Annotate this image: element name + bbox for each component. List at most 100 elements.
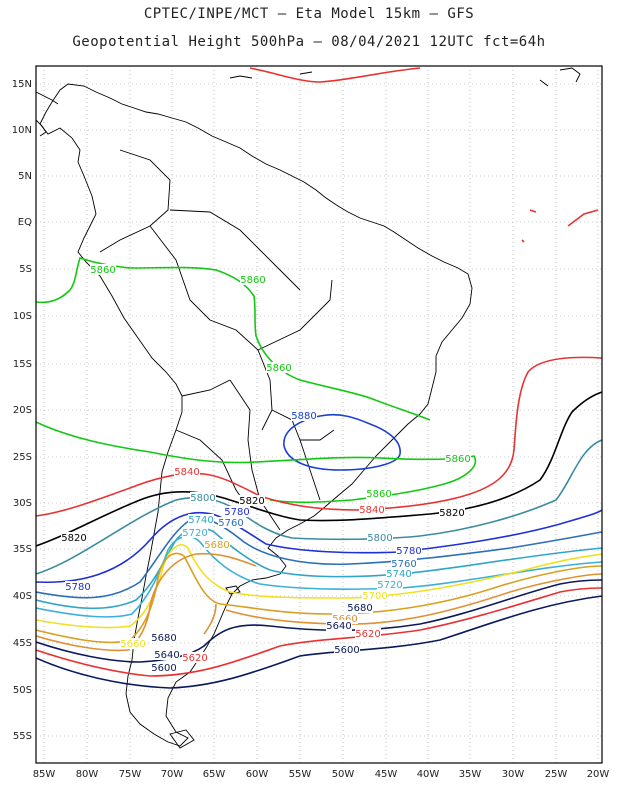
- contour-label-bg: [366, 488, 392, 499]
- contour-5820: [36, 391, 602, 547]
- lon-tick-label: 85W: [33, 769, 56, 780]
- contour-label-bg: [391, 558, 417, 569]
- contour-5800: [36, 439, 602, 575]
- contour-5840-north-edge: [249, 67, 421, 83]
- contour-label-bg: [224, 506, 250, 517]
- contour-label: 5860: [240, 275, 265, 286]
- contour-label: 5820: [61, 533, 86, 544]
- contour-label: 5720: [182, 528, 207, 539]
- contour-label: 5660: [120, 639, 145, 650]
- contour-label-bg: [182, 652, 208, 663]
- lat-tick-label: 55S: [13, 731, 32, 742]
- contour-label: 5760: [391, 559, 416, 570]
- contour-labels: 5860 5860 5860 5860 5860 5880 5840 5840 5820 5820…: [61, 264, 471, 674]
- contour-label: 5880: [291, 411, 316, 422]
- lon-tick-label: 45W: [375, 769, 398, 780]
- lat-tick-label: 30S: [13, 498, 32, 509]
- contour-label: 5780: [65, 582, 90, 593]
- contour-label-bg: [90, 264, 116, 275]
- contour-label: 5620: [182, 653, 207, 664]
- contour-5680: [36, 552, 602, 644]
- contour-label-bg: [174, 466, 200, 477]
- contour-label: 5800: [190, 493, 215, 504]
- axis-labels: 15N 10N 5N EQ 5S 10S 15S 20S 25S 30S 35S 40S 45S 50S 5…: [12, 79, 610, 780]
- contour-label-bg: [359, 504, 385, 515]
- contour-label-bg: [445, 453, 471, 464]
- contour-label: 5600: [334, 645, 359, 656]
- contour-label: 5800: [367, 533, 392, 544]
- lon-tick-label: 65W: [203, 769, 226, 780]
- contour-5760: [36, 517, 602, 599]
- contour-label: 5680: [151, 633, 176, 644]
- contour-label-bg: [377, 579, 403, 590]
- contour-label: 5680: [347, 603, 372, 614]
- contour-label-bg: [367, 532, 393, 543]
- contour-5620: [36, 587, 602, 677]
- contour-label: 5640: [326, 621, 351, 632]
- contour-label-bg: [332, 613, 358, 624]
- contour-label-bg: [386, 568, 412, 579]
- lon-tick-label: 30W: [502, 769, 525, 780]
- lat-tick-label: 35S: [13, 544, 32, 555]
- central-america-coast: [36, 91, 59, 137]
- contour-label-bg: [362, 590, 388, 601]
- contour-label-bg: [355, 628, 381, 639]
- lat-tick-label: 20S: [13, 405, 32, 416]
- height-contours: [36, 67, 602, 689]
- contour-label-bg: [396, 545, 422, 556]
- contour-5600: [36, 595, 602, 689]
- contour-5780: [36, 509, 602, 584]
- contour-label: 5740: [386, 569, 411, 580]
- contour-5860-north: [36, 256, 431, 421]
- contour-5880: [283, 413, 401, 471]
- contour-label: 5760: [218, 518, 243, 529]
- chart-title-line-1: CPTEC/INPE/MCT – Eta Model 15km – GFS: [143, 6, 475, 22]
- contour-label-bg: [326, 620, 352, 631]
- contour-5660: [36, 552, 602, 652]
- contour-label: 5620: [355, 629, 380, 640]
- lon-tick-label: 80W: [76, 769, 99, 780]
- contour-label: 5600: [151, 663, 176, 674]
- contour-label: 5640: [154, 650, 179, 661]
- contour-5860-south: [36, 421, 477, 504]
- contour-label-bg: [151, 632, 177, 643]
- contour-label-bg: [154, 649, 180, 660]
- lat-tick-label: 15N: [12, 79, 32, 90]
- contour-label: 5820: [239, 496, 264, 507]
- lat-tick-label: 15S: [13, 359, 32, 370]
- contour-label-bg: [439, 507, 465, 518]
- contour-label-bg: [266, 362, 292, 373]
- south-america-coastline: [39, 83, 473, 747]
- contour-label: 5840: [174, 467, 199, 478]
- contour-label-bg: [240, 274, 266, 285]
- contour-label: 5780: [224, 507, 249, 518]
- chart-title-line-2: Geopotential Height 500hPa – 08/04/2021 …: [72, 34, 546, 50]
- lat-tick-label: 25S: [13, 452, 32, 463]
- contour-label-bg: [120, 638, 146, 649]
- lon-tick-label: 50W: [332, 769, 355, 780]
- lon-tick-label: 70W: [161, 769, 184, 780]
- lat-tick-label: EQ: [18, 217, 32, 228]
- contour-5640: [36, 579, 602, 663]
- contour-5740: [36, 527, 602, 610]
- lat-tick-label: 5S: [19, 264, 32, 275]
- contour-label: 5840: [359, 505, 384, 516]
- map-frame: [35, 65, 603, 764]
- contour-label-bg: [334, 644, 360, 655]
- contour-label: 5740: [188, 515, 213, 526]
- lon-tick-label: 40W: [417, 769, 440, 780]
- country-borders: [99, 149, 335, 531]
- contour-label: 5860: [366, 489, 391, 500]
- coastlines: [36, 67, 581, 749]
- contour-label-bg: [65, 581, 91, 592]
- contour-label: 5860: [445, 454, 470, 465]
- lat-tick-label: 50S: [13, 685, 32, 696]
- contour-label: 5780: [396, 546, 421, 557]
- lon-tick-label: 60W: [246, 769, 269, 780]
- contour-5720: [36, 535, 602, 618]
- contour-label: 5860: [90, 265, 115, 276]
- contour-5840-islands: [521, 209, 599, 243]
- contour-label: 5860: [266, 363, 291, 374]
- lat-tick-label: 5N: [18, 171, 32, 182]
